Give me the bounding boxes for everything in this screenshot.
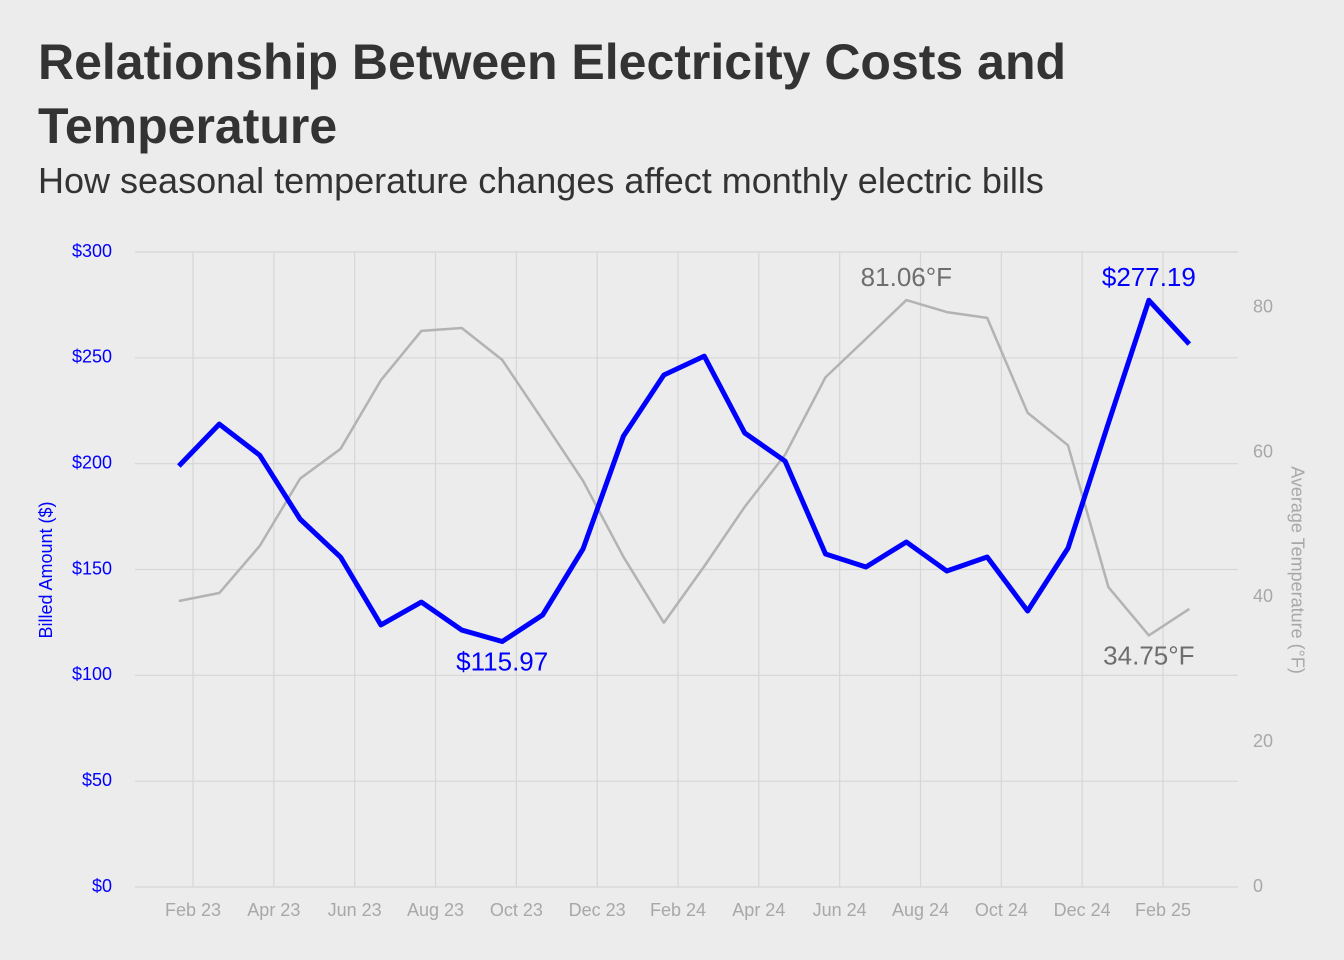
x-tick-label: Feb 24 [650,900,706,920]
y-tick-label: $0 [92,876,112,896]
x-tick-label: Apr 24 [732,900,785,920]
x-tick-label: Feb 23 [165,900,221,920]
x-tick-label: Jun 23 [328,900,382,920]
y-axis-label: Billed Amount ($) [36,501,56,638]
y-tick-label: $150 [72,558,112,578]
x-tick-label: Feb 25 [1135,900,1191,920]
y2-tick-label: 60 [1253,441,1273,461]
y2-tick-label: 80 [1253,297,1273,317]
chart-subtitle: How seasonal temperature changes affect … [38,160,1044,201]
data-label: 34.75°F [1103,640,1194,670]
y-tick-label: $50 [82,770,112,790]
data-line [177,297,1192,645]
y-tick-label: $250 [72,347,112,367]
data-label: $277.19 [1102,262,1196,292]
x-tick-label: Dec 24 [1054,900,1111,920]
x-tick-label: Aug 24 [892,900,949,920]
y2-tick-label: 20 [1253,731,1273,751]
y-tick-label: $300 [72,241,112,261]
x-tick-label: Oct 23 [490,900,543,920]
x-tick-label: Aug 23 [407,900,464,920]
y-tick-label: $200 [72,452,112,472]
y2-axis-label: Average Temperature (°F) [1287,466,1307,674]
x-tick-label: Jun 24 [813,900,867,920]
y-tick-label: $100 [72,664,112,684]
data-label: 81.06°F [861,262,952,292]
y2-tick-label: 0 [1253,876,1263,896]
x-tick-label: Dec 23 [569,900,626,920]
y2-tick-label: 40 [1253,586,1273,606]
chart-title: Relationship Between Electricity Costs a… [38,34,1067,154]
x-tick-label: Oct 24 [975,900,1028,920]
data-label: $115.97 [456,646,548,676]
x-tick-label: Apr 23 [247,900,300,920]
data-line [178,298,1190,637]
